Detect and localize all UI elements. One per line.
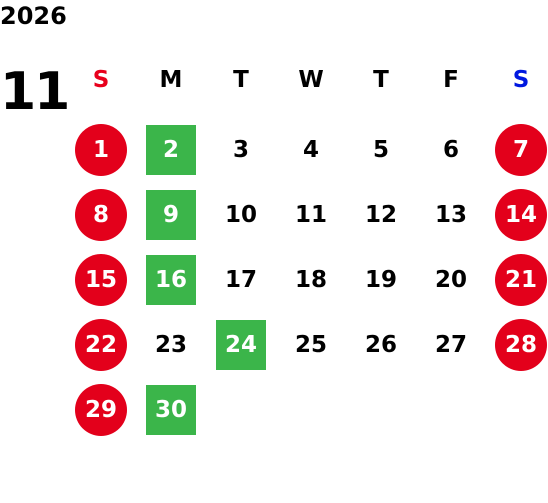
weekday-label: T <box>233 67 249 93</box>
day-cell: 17 <box>224 267 257 293</box>
month: 11 <box>0 62 70 122</box>
weekday-label: W <box>298 67 324 93</box>
day-cell: 5 <box>372 137 389 163</box>
weekday-label: S <box>92 67 110 93</box>
day-cell: 29 <box>75 384 127 436</box>
day-cell: 10 <box>224 202 257 228</box>
day-cell: 20 <box>434 267 467 293</box>
day-cell: 6 <box>442 137 459 163</box>
day-cell: 7 <box>495 124 547 176</box>
year: 2026 <box>0 2 67 30</box>
day-cell: 14 <box>495 189 547 241</box>
day-cell: 3 <box>232 137 249 163</box>
weekday-label: T <box>373 67 389 93</box>
day-cell: 27 <box>434 332 467 358</box>
day-cell: 24 <box>216 320 266 370</box>
day-cell: 9 <box>146 190 196 240</box>
weekday-label: F <box>443 67 459 93</box>
day-cell: 18 <box>294 267 327 293</box>
day-cell: 23 <box>154 332 187 358</box>
weekday-label: S <box>512 67 530 93</box>
day-cell: 4 <box>302 137 319 163</box>
day-cell: 25 <box>294 332 327 358</box>
day-cell: 28 <box>495 319 547 371</box>
day-cell: 1 <box>75 124 127 176</box>
day-cell: 22 <box>75 319 127 371</box>
day-cell: 8 <box>75 189 127 241</box>
day-cell: 26 <box>364 332 397 358</box>
day-cell: 11 <box>294 202 327 228</box>
day-cell: 30 <box>146 385 196 435</box>
day-cell: 15 <box>75 254 127 306</box>
weekday-label: M <box>159 67 183 93</box>
day-cell: 2 <box>146 125 196 175</box>
day-cell: 21 <box>495 254 547 306</box>
day-cell: 19 <box>364 267 397 293</box>
day-cell: 16 <box>146 255 196 305</box>
day-cell: 12 <box>364 202 397 228</box>
day-cell: 13 <box>434 202 467 228</box>
